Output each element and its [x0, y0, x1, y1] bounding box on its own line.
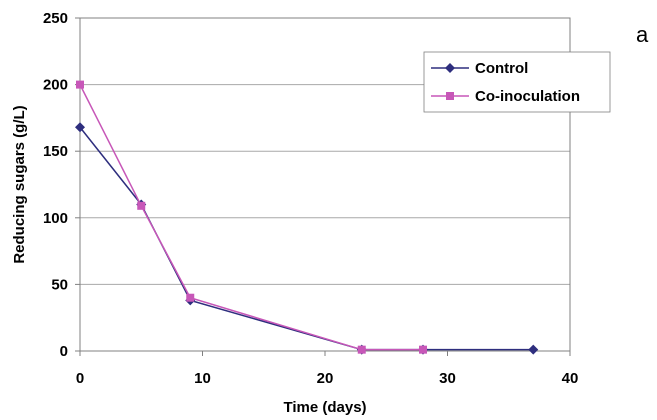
legend: Control Co-inoculation: [423, 51, 611, 113]
y-tick-label: 250: [43, 10, 68, 27]
legend-box: [423, 51, 611, 113]
data-point-coinoculation: [186, 293, 195, 302]
x-tick-label: 20: [317, 370, 334, 387]
tick-labels: 0 50 100 150 200 250 0 10 20 30 40: [43, 10, 578, 387]
legend-item-control: Control: [431, 60, 528, 77]
x-tick-label: 30: [439, 370, 456, 387]
data-point-control: [528, 344, 539, 355]
data-point-coinoculation: [357, 345, 366, 354]
series-layer: [75, 80, 539, 355]
y-tick-label: 0: [60, 343, 68, 360]
data-point-coinoculation: [419, 345, 427, 354]
x-tick-label: 40: [562, 370, 579, 387]
legend-label-coinoculation: Co-inoculation: [475, 88, 580, 105]
data-point-coinoculation: [76, 80, 84, 89]
y-tick-label: 100: [43, 210, 68, 227]
y-tick-label: 200: [43, 77, 68, 94]
legend-item-coinoculation: Co-inoculation: [431, 88, 580, 105]
grid-layer: [80, 84, 570, 285]
series-line-coinoculation: [79, 84, 423, 351]
y-tick-label: 150: [43, 143, 68, 160]
legend-label-control: Control: [475, 60, 528, 77]
legend-marker-coinoculation: [446, 92, 454, 100]
legend-marker-control: [445, 63, 455, 73]
y-axis-title: Reducing sugars (g/L): [11, 105, 28, 263]
y-tick-label: 50: [51, 276, 68, 293]
x-tick-label: 0: [76, 370, 84, 387]
data-point-coinoculation: [137, 201, 146, 210]
panel-label: a: [636, 22, 649, 47]
x-tick-label: 10: [194, 370, 211, 387]
data-point-control: [75, 122, 85, 133]
x-axis-title: Time (days): [283, 399, 366, 416]
series-line-control: [79, 126, 534, 351]
